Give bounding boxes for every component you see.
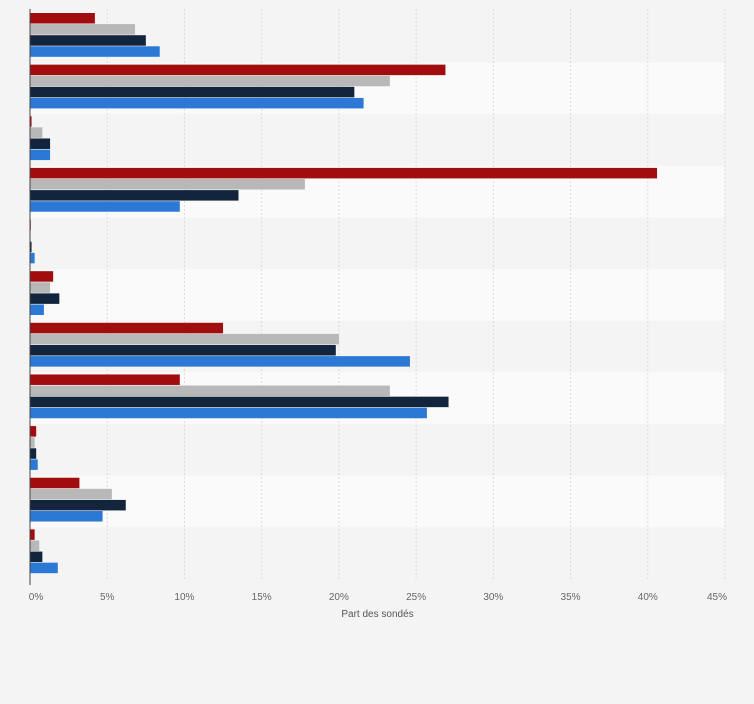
row-band: [30, 424, 725, 476]
bar-11-series-4[interactable]: [30, 562, 58, 574]
bar-7-series-1[interactable]: [30, 322, 224, 334]
bar-11-series-2[interactable]: [30, 540, 40, 551]
bar-2-series-4[interactable]: [30, 97, 364, 109]
bar-3-series-3[interactable]: [30, 138, 51, 149]
bar-3-series-1[interactable]: [30, 116, 32, 127]
bar-5-series-3[interactable]: [30, 241, 32, 253]
bar-9-series-2[interactable]: [30, 437, 35, 448]
bar-9-series-4[interactable]: [30, 459, 38, 470]
bars: [30, 13, 658, 574]
x-tick-labels: 0% 5% 10% 15% 20% 25% 30% 35% 40% 45%: [29, 592, 727, 603]
bar-8-series-3[interactable]: [30, 396, 449, 408]
bar-10-series-3[interactable]: [30, 499, 126, 511]
x-tick-label: 30%: [483, 592, 503, 603]
x-tick-label: 15%: [252, 592, 272, 603]
gridlines: [106, 9, 726, 579]
bar-11-series-3[interactable]: [30, 551, 43, 563]
bar-4-series-3[interactable]: [30, 190, 239, 201]
bar-4-series-1[interactable]: [30, 167, 658, 179]
x-tick-label: 20%: [329, 592, 349, 603]
bar-4-series-4[interactable]: [30, 201, 180, 212]
row-band: [30, 269, 725, 321]
bar-8-series-4[interactable]: [30, 407, 427, 419]
x-tick-label: 25%: [406, 592, 426, 603]
x-tick-label: 10%: [174, 592, 194, 603]
bar-9-series-3[interactable]: [30, 448, 37, 459]
row-band: [30, 217, 725, 270]
bar-10-series-4[interactable]: [30, 511, 103, 522]
x-axis-label: Part des sondés: [341, 609, 413, 620]
bar-6-series-2[interactable]: [30, 282, 51, 293]
bar-7-series-2[interactable]: [30, 333, 339, 345]
x-tick-label: 45%: [707, 592, 727, 603]
bar-6-series-3[interactable]: [30, 293, 60, 304]
bar-9-series-1[interactable]: [30, 426, 37, 437]
bar-3-series-2[interactable]: [30, 127, 43, 138]
bar-1-series-1[interactable]: [30, 13, 95, 24]
bar-7-series-3[interactable]: [30, 345, 336, 356]
bar-6-series-1[interactable]: [30, 271, 54, 282]
x-tick-label: 35%: [561, 592, 581, 603]
x-tick-label: 5%: [100, 592, 115, 603]
bar-1-series-3[interactable]: [30, 35, 146, 46]
row-band: [30, 114, 725, 166]
bar-1-series-4[interactable]: [30, 46, 160, 57]
bar-3-series-4[interactable]: [30, 149, 51, 161]
bar-8-series-1[interactable]: [30, 374, 180, 385]
bar-6-series-4[interactable]: [30, 304, 44, 315]
bar-8-series-2[interactable]: [30, 385, 390, 397]
x-tick-label: 40%: [638, 592, 658, 603]
x-tick-label: 0%: [29, 592, 44, 603]
bar-11-series-1[interactable]: [30, 529, 35, 540]
bar-4-series-2[interactable]: [30, 179, 305, 190]
bar-2-series-3[interactable]: [30, 86, 355, 98]
bar-1-series-2[interactable]: [30, 24, 136, 35]
row-band: [30, 475, 725, 528]
bar-5-series-4[interactable]: [30, 252, 35, 264]
bar-7-series-4[interactable]: [30, 356, 410, 367]
bar-10-series-2[interactable]: [30, 488, 112, 500]
bar-10-series-1[interactable]: [30, 477, 80, 489]
row-band: [30, 527, 725, 579]
bar-2-series-1[interactable]: [30, 64, 446, 76]
bar-2-series-2[interactable]: [30, 75, 390, 87]
